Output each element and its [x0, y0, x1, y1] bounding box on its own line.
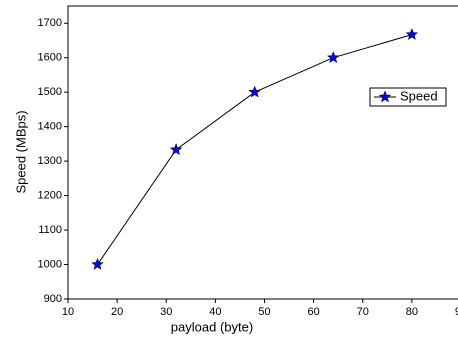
x-tick-label: 90	[455, 306, 458, 318]
x-tick-label: 50	[258, 306, 270, 318]
x-tick-label: 80	[406, 306, 418, 318]
y-tick-label: 1600	[38, 52, 62, 64]
y-tick-label: 1400	[38, 121, 62, 133]
plot-frame	[67, 5, 458, 300]
y-tick-label: 1500	[38, 86, 62, 98]
x-tick-label: 10	[62, 306, 74, 318]
legend-box	[369, 87, 447, 107]
y-axis-label: Speed (MBps)	[13, 110, 28, 193]
y-tick-label: 1300	[38, 155, 62, 167]
series-line	[97, 34, 413, 265]
y-tick-label: 1200	[38, 189, 62, 201]
y-tick-label: 1700	[38, 17, 62, 29]
x-tick-label: 40	[209, 306, 221, 318]
y-tick-label: 1100	[38, 224, 62, 236]
marker	[91, 257, 104, 270]
legend-marker	[378, 90, 392, 103]
y-tick-label: 900	[44, 293, 62, 305]
marker	[169, 143, 183, 156]
marker	[405, 27, 419, 41]
x-tick-label: 30	[160, 306, 172, 318]
legend-label: Speed	[400, 88, 438, 103]
y-tick-label: 1000	[38, 258, 62, 270]
x-tick-label: 20	[111, 306, 123, 318]
marker	[326, 50, 340, 64]
marker	[248, 85, 262, 98]
x-tick-label: 60	[308, 306, 320, 318]
x-tick-label: 70	[357, 306, 369, 318]
x-axis-label: payload (byte)	[171, 319, 253, 334]
